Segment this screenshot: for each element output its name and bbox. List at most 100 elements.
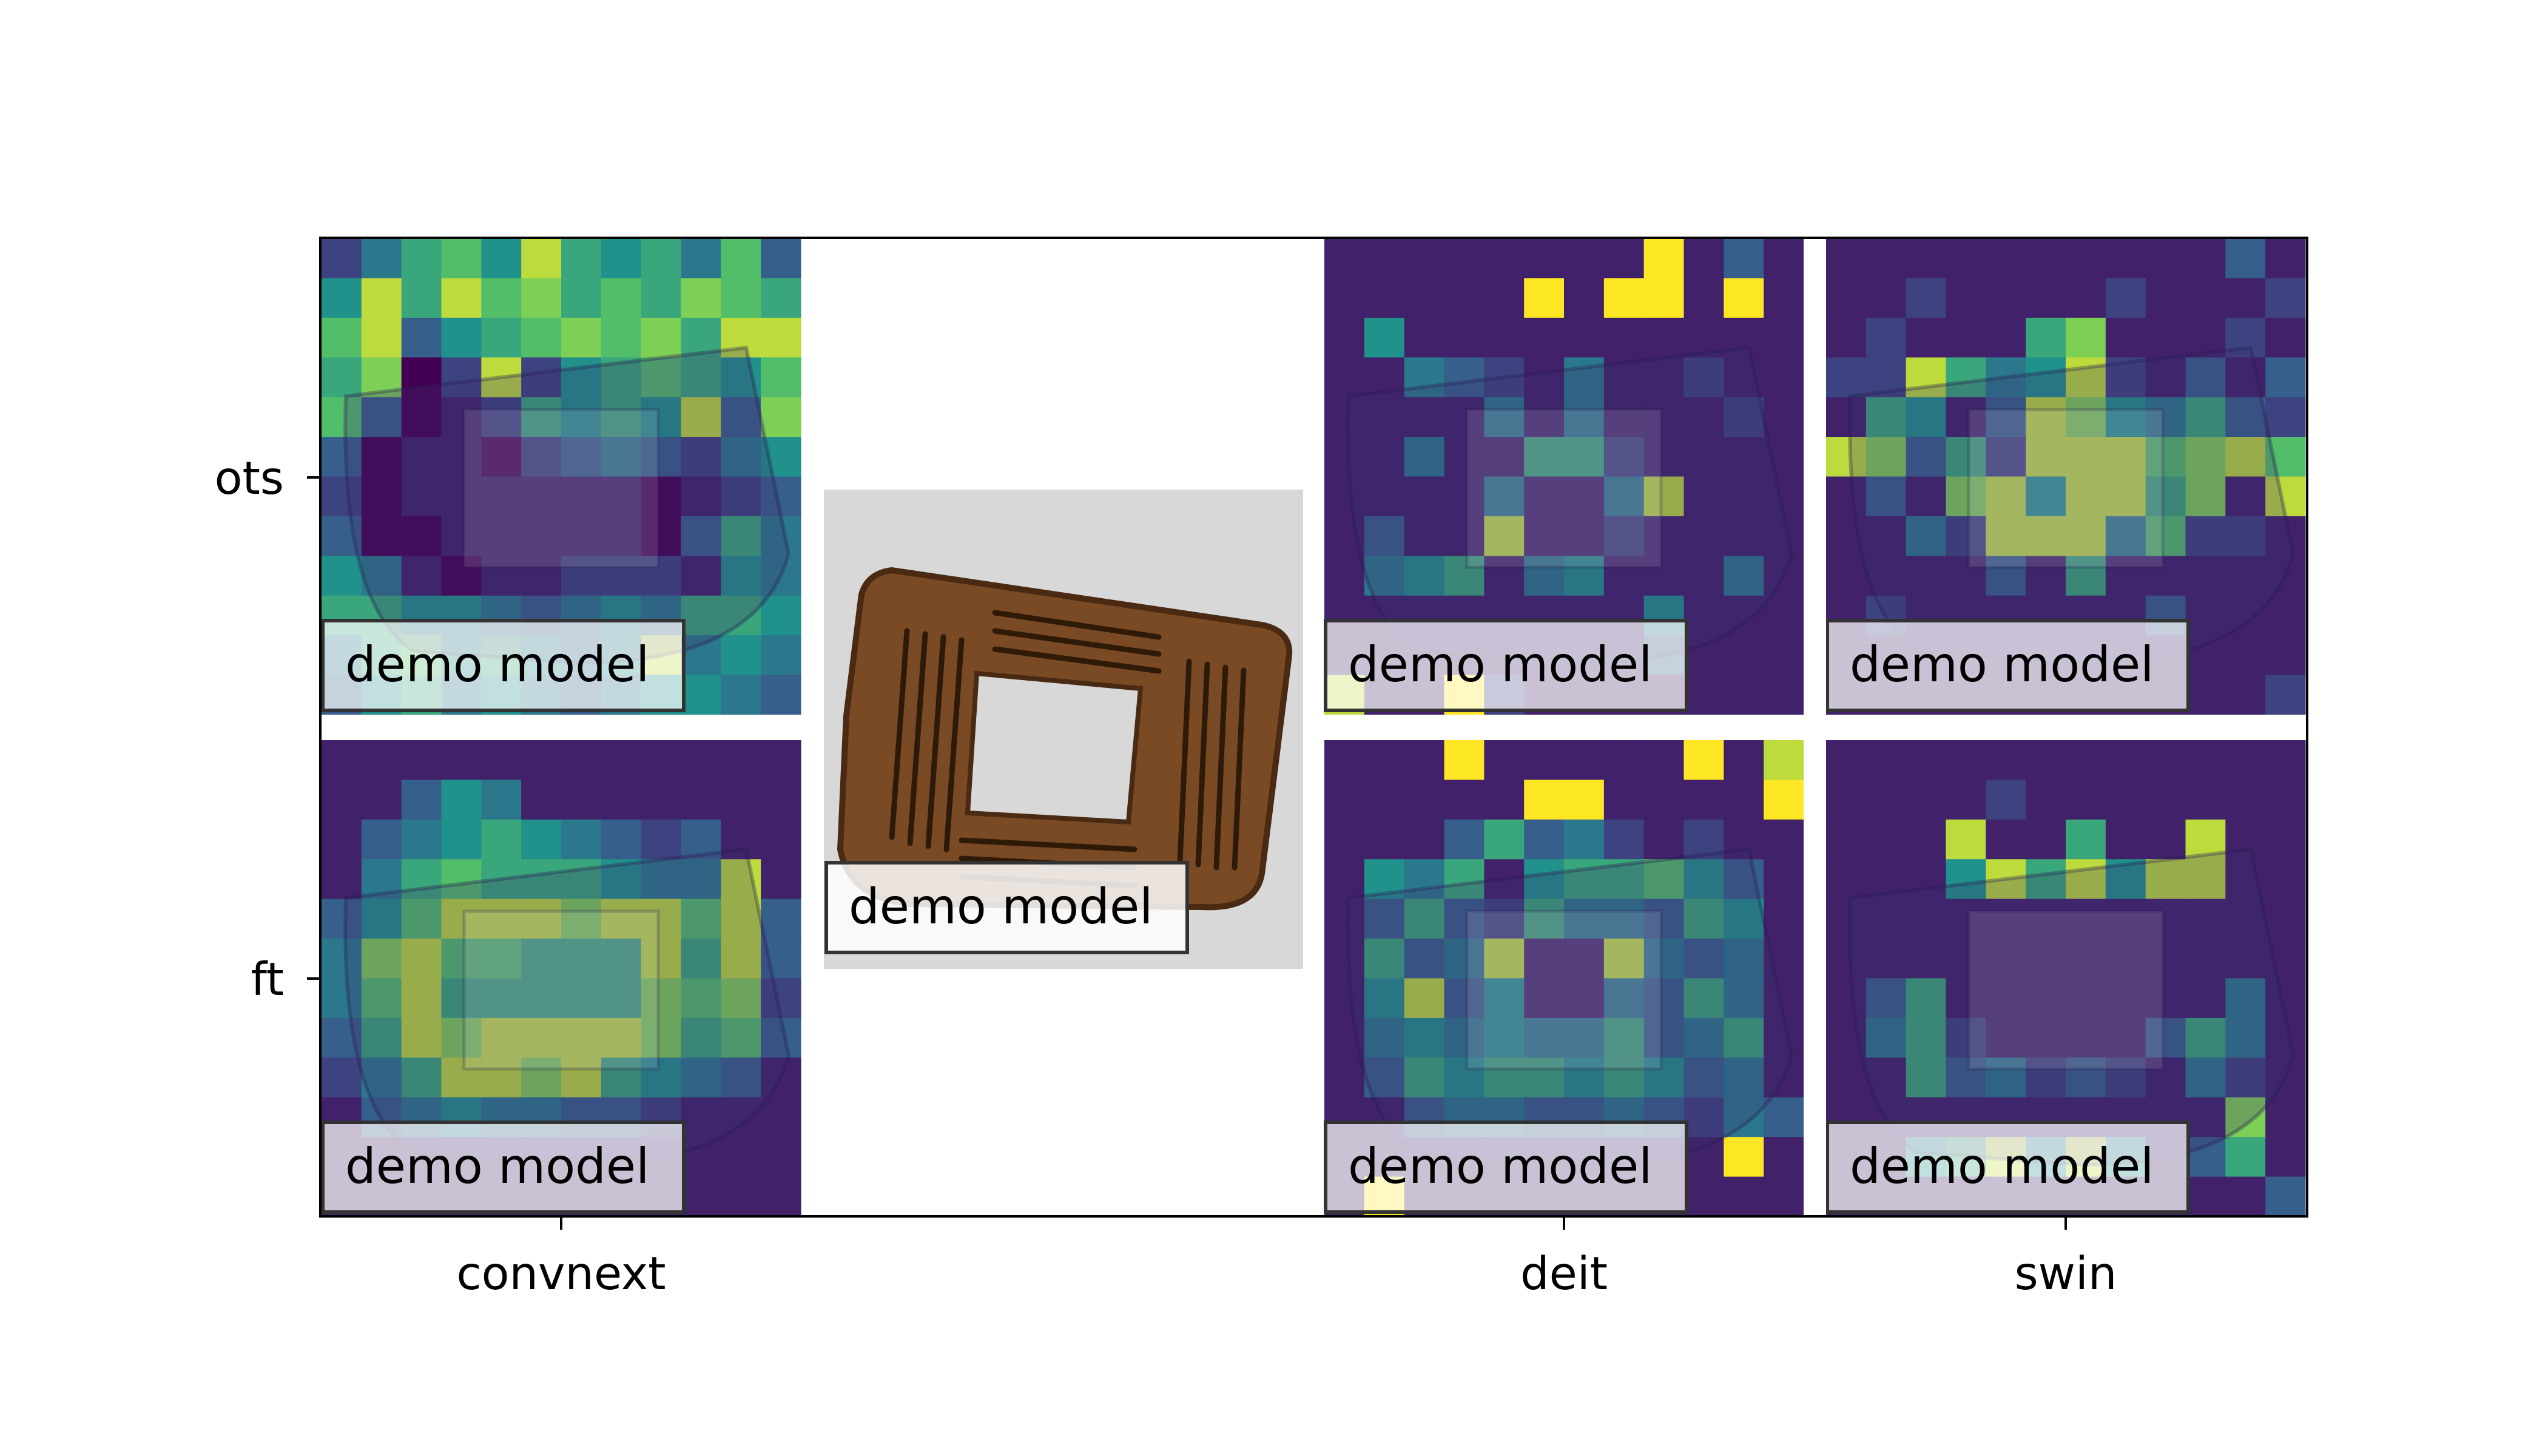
heatmap-cell bbox=[2185, 635, 2226, 676]
heatmap-cell bbox=[1724, 397, 1764, 437]
panel-label-box bbox=[1825, 619, 2190, 712]
heatmap-cell bbox=[361, 556, 402, 596]
heatmap-cell bbox=[1986, 939, 2026, 979]
heatmap-cell bbox=[1684, 397, 1724, 437]
heatmap-panel-deit-ots: demo model bbox=[1324, 238, 1804, 715]
heatmap-cell bbox=[1684, 780, 1724, 820]
heatmap-cell bbox=[2145, 898, 2186, 939]
heatmap-cell bbox=[2265, 317, 2306, 358]
heatmap-cell bbox=[481, 357, 522, 398]
heatmap-cell bbox=[1524, 476, 1565, 517]
heatmap-cell bbox=[1444, 1017, 1485, 1058]
heatmap-cell bbox=[1764, 238, 1804, 279]
heatmap-cell bbox=[1866, 939, 1907, 979]
heatmap-cell bbox=[721, 1176, 761, 1217]
heatmap-cell bbox=[1764, 397, 1804, 437]
heatmap-cell bbox=[1524, 978, 1565, 1019]
heatmap-cell bbox=[481, 898, 522, 939]
heatmap-cell bbox=[1764, 437, 1804, 477]
heatmap-cell bbox=[1724, 978, 1764, 1019]
heatmap-cell bbox=[2066, 397, 2106, 437]
heatmap-cell bbox=[1826, 898, 1867, 939]
heatmap-cell bbox=[2265, 819, 2306, 860]
heatmap-cell bbox=[1986, 780, 2026, 820]
heatmap-cell bbox=[2225, 476, 2266, 517]
heatmap-cell bbox=[721, 1057, 761, 1098]
heatmap-cell bbox=[1324, 397, 1365, 437]
heatmap-cell bbox=[322, 780, 362, 820]
heatmap-cell bbox=[2185, 1057, 2226, 1098]
heatmap-cell bbox=[1643, 317, 1685, 358]
heatmap-cell bbox=[361, 898, 402, 939]
heatmap-cell bbox=[1684, 859, 1724, 900]
heatmap-cell bbox=[681, 437, 721, 477]
heatmap-cell bbox=[681, 397, 721, 437]
heatmap-cell bbox=[1364, 939, 1405, 979]
heatmap-cell bbox=[361, 397, 402, 437]
heatmap-cell bbox=[1826, 357, 1867, 398]
heatmap-cell bbox=[1684, 819, 1724, 860]
heatmap-cell bbox=[761, 1176, 801, 1217]
heatmap-cell bbox=[322, 978, 362, 1019]
heatmap-cell bbox=[2145, 819, 2186, 860]
heatmap-cell bbox=[1404, 278, 1445, 318]
heatmap-cell bbox=[2265, 1017, 2306, 1058]
heatmap-cell bbox=[361, 238, 402, 279]
heatmap-cell bbox=[1684, 1137, 1724, 1178]
heatmap-cell bbox=[1643, 437, 1685, 477]
heatmap-cell bbox=[641, 476, 682, 517]
heatmap-cell bbox=[2026, 780, 2066, 820]
heatmap-cell bbox=[1603, 1017, 1645, 1058]
heatmap-cell bbox=[521, 357, 562, 398]
heatmap-cell bbox=[1906, 238, 1947, 279]
heatmap-cell bbox=[1764, 1097, 1804, 1138]
heatmap-cell bbox=[1564, 1017, 1605, 1058]
heatmap-cell bbox=[481, 556, 522, 596]
heatmap-cell bbox=[361, 1057, 402, 1098]
heatmap-cell bbox=[761, 278, 801, 318]
heatmap-cell bbox=[521, 859, 562, 900]
heatmap-cell bbox=[2185, 516, 2226, 556]
heatmap-cell bbox=[1324, 1017, 1365, 1058]
heatmap-cell bbox=[561, 939, 602, 979]
heatmap-cell bbox=[441, 516, 482, 556]
heatmap-cell bbox=[441, 238, 482, 279]
heatmap-cell bbox=[401, 819, 442, 860]
heatmap-cell bbox=[481, 317, 522, 358]
heatmap-cell bbox=[1866, 238, 1907, 279]
heatmap-cell bbox=[441, 859, 482, 900]
heatmap-cell bbox=[1444, 437, 1485, 477]
heatmap-cell bbox=[761, 1057, 801, 1098]
reference-frame-slat bbox=[943, 637, 965, 852]
heatmap-cell bbox=[561, 556, 602, 596]
heatmap-cell bbox=[401, 397, 442, 437]
heatmap-cell bbox=[361, 437, 402, 477]
heatmap-cell bbox=[681, 317, 721, 358]
heatmap-cell bbox=[441, 317, 482, 358]
heatmap-cell bbox=[2185, 740, 2226, 781]
heatmap-cell bbox=[681, 1097, 721, 1138]
heatmap-cell bbox=[1324, 859, 1365, 900]
heatmap-cell bbox=[561, 1017, 602, 1058]
heatmap-cell bbox=[1603, 859, 1645, 900]
heatmap-cell bbox=[1364, 740, 1405, 781]
heatmap-cell bbox=[2145, 1017, 2186, 1058]
heatmap-cell bbox=[1364, 238, 1405, 279]
heatmap-cell bbox=[1564, 476, 1605, 517]
heatmap-cell bbox=[322, 1057, 362, 1098]
heatmap-cell bbox=[1724, 556, 1764, 596]
heatmap-cell bbox=[1404, 556, 1445, 596]
heatmap-cell bbox=[441, 357, 482, 398]
heatmap-cell bbox=[2225, 740, 2266, 781]
heatmap-cell bbox=[2225, 437, 2266, 477]
heatmap-cell bbox=[1946, 1017, 1986, 1058]
heatmap-cell bbox=[401, 740, 442, 781]
reference-frame-slat bbox=[925, 634, 946, 849]
heatmap-cell bbox=[361, 819, 402, 860]
heatmap-cell bbox=[1364, 278, 1405, 318]
heatmap-cell bbox=[1484, 1057, 1525, 1098]
heatmap-cell bbox=[1906, 278, 1947, 318]
heatmap-cell bbox=[1364, 898, 1405, 939]
heatmap-cell bbox=[1564, 1057, 1605, 1098]
heatmap-cell bbox=[1324, 556, 1365, 596]
